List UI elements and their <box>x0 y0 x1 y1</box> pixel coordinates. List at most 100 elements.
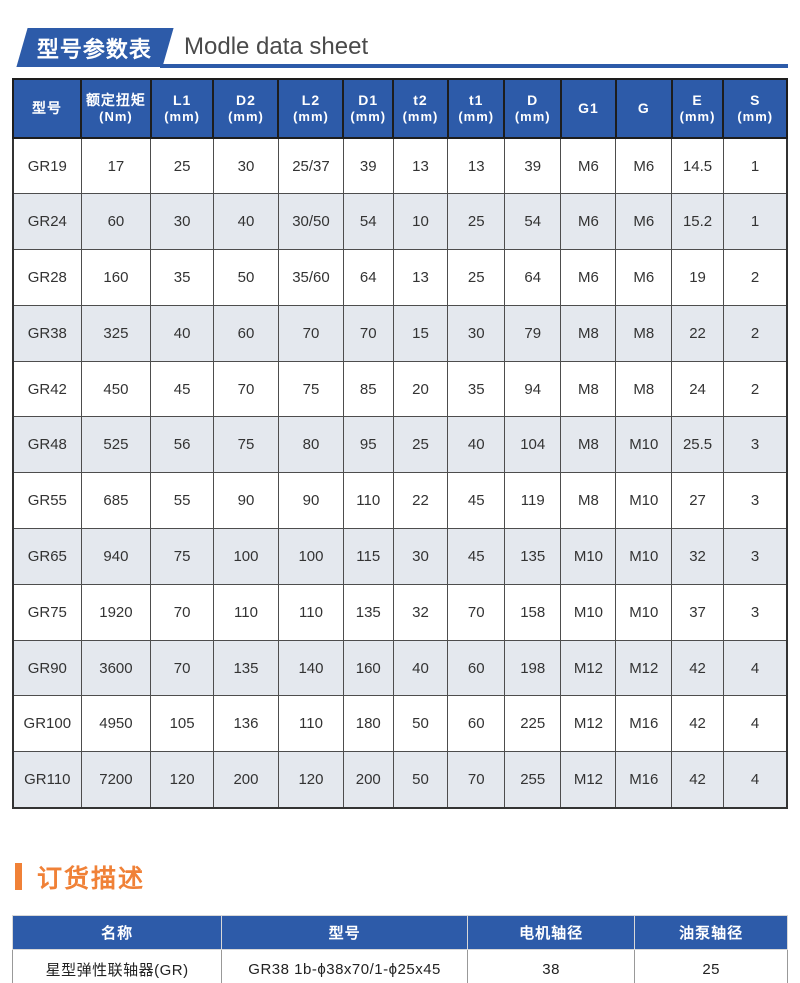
table-cell: 1920 <box>80 583 152 641</box>
table-cell: 120 <box>150 751 214 809</box>
table-cell: M12 <box>615 639 673 697</box>
table-cell: 14.5 <box>671 137 724 195</box>
column-header: 额定扭矩 (Nm) <box>80 78 152 139</box>
table-cell: M8 <box>615 304 673 362</box>
table-cell: 42 <box>671 751 724 809</box>
table-cell: 30 <box>447 304 505 362</box>
table-cell: 39 <box>503 137 562 195</box>
table-cell: 30 <box>392 528 449 585</box>
table-cell: 32 <box>392 583 449 641</box>
table-cell: GR38 1b-ϕ38x70/1-ϕ25x45 <box>221 948 468 983</box>
table-cell: 35 <box>447 360 505 418</box>
table-cell: 55 <box>150 472 214 530</box>
column-header: 电机轴径 <box>466 914 636 950</box>
header-row: 型号 额定扭矩 (Nm) L1 (mm) D2 (mm) L2 (mm) D1 (mm) t2 (mm)… <box>11 78 788 139</box>
table-cell: 22 <box>392 472 449 530</box>
table-cell: M10 <box>615 472 673 530</box>
table-cell: 70 <box>447 583 505 641</box>
column-header: G1 <box>559 78 617 139</box>
table-cell: 1 <box>722 137 788 195</box>
table-cell: 60 <box>212 304 279 362</box>
table-cell: 160 <box>342 639 394 697</box>
table-cell: GR75 <box>12 583 82 641</box>
table-cell: 158 <box>503 583 562 641</box>
table-cell: 4950 <box>80 695 152 753</box>
table-cell: 17 <box>80 137 152 195</box>
table-cell: 50 <box>212 249 279 306</box>
table-cell: GR48 <box>12 416 82 474</box>
table-row: GR65 940 75 100 100 115 30 45 135 M10 M10 32 3 <box>12 528 788 585</box>
table-cell: 100 <box>277 528 344 585</box>
table-cell: 3 <box>722 416 788 474</box>
table-cell: 3 <box>722 583 788 641</box>
table-cell: 79 <box>503 304 562 362</box>
table-cell: 3600 <box>80 639 152 697</box>
table-cell: 115 <box>342 528 394 585</box>
table-cell: M12 <box>560 751 617 809</box>
table-cell: GR42 <box>12 360 82 418</box>
table-cell: M10 <box>615 528 673 585</box>
table-cell: 94 <box>503 360 562 418</box>
table-cell: 135 <box>342 583 394 641</box>
table-cell: 525 <box>80 416 152 474</box>
table-cell: 42 <box>671 695 724 753</box>
table-row: GR110 7200 120 200 120 200 50 70 255 M12 M16 42 4 <box>12 751 788 809</box>
column-header: L1 (mm) <box>149 78 215 139</box>
table-cell: 25 <box>447 249 505 306</box>
table-row: GR90 3600 70 135 140 160 40 60 198 M12 M12 42 4 <box>12 639 788 697</box>
table-cell: 180 <box>342 695 394 753</box>
table-cell: 40 <box>150 304 214 362</box>
table-cell: 75 <box>150 528 214 585</box>
table-cell: 225 <box>503 695 562 753</box>
table-cell: 40 <box>212 193 279 251</box>
header-row: 名称 型号 电机轴径 油泵轴径 <box>11 914 788 950</box>
table-cell: 50 <box>392 695 449 753</box>
table-cell: 60 <box>447 639 505 697</box>
table-cell: 25.5 <box>671 416 724 474</box>
table-cell: M10 <box>615 583 673 641</box>
table-cell: 198 <box>503 639 562 697</box>
model-sheet-heading: 型号参数表 Modle data sheet <box>12 26 788 68</box>
table-cell: 22 <box>671 304 724 362</box>
table-cell: 64 <box>342 249 394 306</box>
column-header: D2 (mm) <box>212 78 280 139</box>
table-cell: 75 <box>212 416 279 474</box>
table-cell: M8 <box>560 472 617 530</box>
table-cell: 25/37 <box>277 137 344 195</box>
column-header: S (mm) <box>722 78 788 139</box>
table-row: GR42 450 45 70 75 85 20 35 94 M8 M8 24 2 <box>12 360 788 418</box>
table-cell: 1 <box>722 193 788 251</box>
table-cell: M10 <box>615 416 673 474</box>
table-cell: M6 <box>615 249 673 306</box>
table-cell: 35/60 <box>277 249 344 306</box>
table-cell: 200 <box>342 751 394 809</box>
table-cell: 15 <box>392 304 449 362</box>
table-cell: 100 <box>212 528 279 585</box>
table-cell: 35 <box>150 249 214 306</box>
table-cell: 25 <box>447 193 505 251</box>
table-cell: 42 <box>671 639 724 697</box>
column-header: 型号 <box>11 78 83 139</box>
column-header: E (mm) <box>670 78 725 139</box>
table-cell: 70 <box>277 304 344 362</box>
table-cell: 45 <box>447 528 505 585</box>
heading-underline <box>160 64 788 68</box>
table-cell: 3 <box>722 528 788 585</box>
table-cell: 136 <box>212 695 279 753</box>
table-cell: 39 <box>342 137 394 195</box>
model-sheet-badge: 型号参数表 <box>16 28 174 67</box>
table-cell: 30 <box>150 193 214 251</box>
column-header: 油泵轴径 <box>634 914 788 950</box>
table-cell: 135 <box>212 639 279 697</box>
table-cell: 119 <box>503 472 562 530</box>
column-header: t2 (mm) <box>392 78 449 139</box>
table-cell: 45 <box>150 360 214 418</box>
table-cell: 25 <box>150 137 214 195</box>
table-cell: 110 <box>277 695 344 753</box>
table-cell: 24 <box>671 360 724 418</box>
table-cell: 30/50 <box>277 193 344 251</box>
table-cell: GR90 <box>12 639 82 697</box>
table-cell: 75 <box>277 360 344 418</box>
table-cell: 32 <box>671 528 724 585</box>
table-cell: 50 <box>392 751 449 809</box>
